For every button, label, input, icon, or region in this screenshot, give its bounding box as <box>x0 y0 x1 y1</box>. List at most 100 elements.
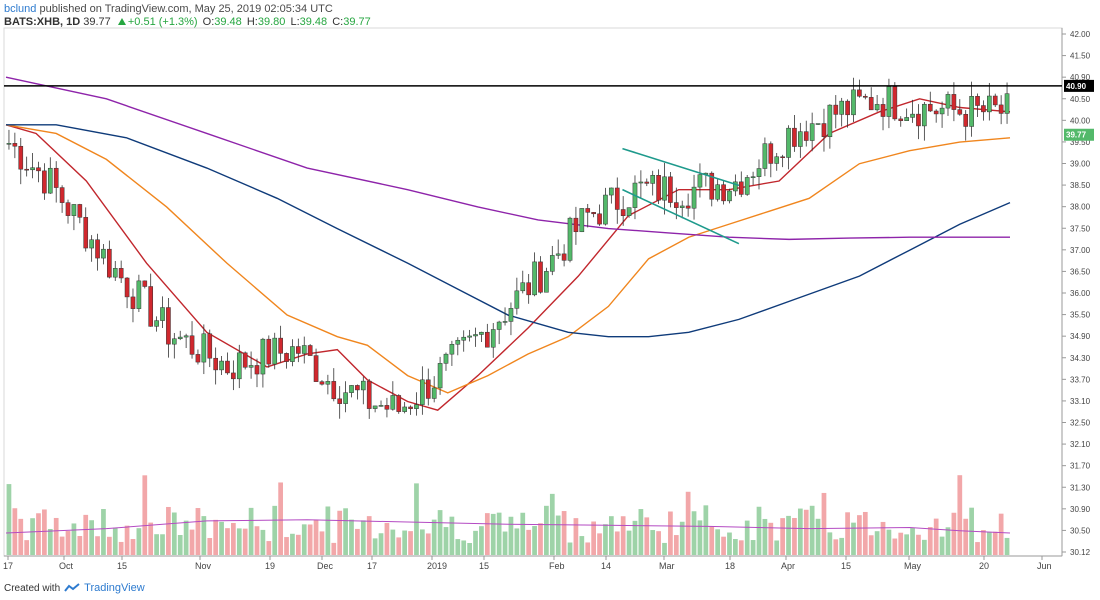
candle-body <box>898 118 904 121</box>
volume-bar <box>106 536 112 555</box>
candle-body <box>225 360 230 374</box>
volume-bar <box>284 537 289 555</box>
volume-bar <box>6 484 12 555</box>
volume-bar <box>177 535 183 555</box>
candle-body <box>792 127 797 147</box>
candle-body <box>402 406 407 412</box>
candle-body <box>939 107 945 115</box>
volume-bar <box>402 530 408 555</box>
candle-body <box>585 208 591 213</box>
candle-body <box>502 321 508 323</box>
candle-body <box>142 280 148 287</box>
candle-body <box>378 405 384 407</box>
volume-bar <box>130 539 136 555</box>
volume-bar <box>857 515 862 555</box>
candle-body <box>449 343 455 355</box>
volume-bar <box>910 527 915 555</box>
tradingview-brand-link[interactable]: TradingView <box>84 582 145 594</box>
candle-body <box>821 123 827 138</box>
volume-bar <box>490 513 496 555</box>
time-tick-label: 15 <box>841 561 851 571</box>
volume-bar <box>89 520 94 555</box>
high-label: H: <box>246 16 258 28</box>
candle-body <box>195 354 201 363</box>
moving-average-line <box>5 76 1010 241</box>
price-tick-label: 39.00 <box>1070 160 1091 169</box>
candle-body <box>620 209 626 217</box>
candle-body <box>207 333 213 359</box>
candle-body <box>414 404 419 409</box>
volume-bar <box>567 542 573 555</box>
candle-body <box>727 190 732 202</box>
price-tag-box <box>1064 128 1094 141</box>
volume-bar <box>975 542 980 555</box>
volume-bar <box>986 531 992 555</box>
candle-body <box>614 187 620 210</box>
volume-bar <box>360 520 366 555</box>
candle-body <box>53 167 59 188</box>
volume-bar <box>733 539 738 555</box>
volume-bar <box>644 517 650 555</box>
price-chart[interactable]: 42.00 41.50 40.90 40.50 40.00 39.50 39.00 38.50… <box>0 0 1100 580</box>
candle-body <box>6 143 12 145</box>
volume-bar <box>301 524 307 555</box>
candle-body <box>721 184 726 202</box>
candle-body <box>242 352 248 368</box>
volume-bar <box>219 521 224 555</box>
volume-bar <box>443 527 449 555</box>
candle-body <box>219 360 224 371</box>
candle-body <box>18 145 24 170</box>
candle-body <box>425 379 431 399</box>
candle-body <box>963 113 969 127</box>
volume-bar <box>821 492 827 555</box>
candle-body <box>107 248 112 278</box>
volume-bar <box>650 530 656 555</box>
volume-bar <box>668 511 673 555</box>
close-value: 39.77 <box>343 16 371 28</box>
price-tick-label: 37.50 <box>1070 224 1091 233</box>
time-tick-label: Oct <box>59 561 74 571</box>
ohlc-legend: BATS:XHB, 1D 39.77 +0.51 (+1.3%) O:39.48… <box>4 16 371 28</box>
volume-bar <box>892 538 898 555</box>
volume-bar <box>24 540 30 555</box>
volume-bar <box>142 475 148 555</box>
volume-bar <box>514 528 520 555</box>
price-tag-label: 39.77 <box>1066 131 1087 140</box>
volume-bar <box>632 520 638 555</box>
time-tick-label: Dec <box>317 561 334 571</box>
volume-bar <box>242 528 248 555</box>
candle-body <box>597 213 602 225</box>
candle-body <box>514 290 520 309</box>
time-tick-label: 19 <box>265 561 275 571</box>
candle-body <box>284 353 289 362</box>
volume-bar <box>963 518 969 555</box>
candle-body <box>603 194 608 225</box>
symbol-label: BATS:XHB, 1D <box>4 16 81 28</box>
candle-body <box>183 335 189 338</box>
candle-body <box>42 170 47 194</box>
candle-body <box>857 89 862 97</box>
close-label: C: <box>332 16 344 28</box>
candle-body <box>496 321 502 330</box>
volume-bar <box>992 531 998 555</box>
volume-bar <box>36 513 41 555</box>
author-link[interactable]: bclund <box>4 3 37 15</box>
candle-body <box>172 338 177 345</box>
price-tick-label: 35.50 <box>1070 311 1091 320</box>
footer: Created with TradingView <box>4 582 145 594</box>
candle-body <box>396 395 402 412</box>
volume-bar <box>325 506 331 555</box>
volume-bar <box>431 519 437 555</box>
time-tick-label: Apr <box>781 561 795 571</box>
volume-bar <box>47 528 53 555</box>
candle-body <box>337 398 342 404</box>
time-tick-label: May <box>904 561 922 571</box>
price-tick-label: 42.00 <box>1070 30 1091 39</box>
candle-body <box>355 385 360 391</box>
candle-body <box>319 381 325 385</box>
candle-body <box>691 186 697 209</box>
volume-bar <box>597 533 602 555</box>
volume-bar <box>662 542 667 555</box>
volume-bars <box>5 475 1011 555</box>
volume-bar <box>236 528 242 555</box>
